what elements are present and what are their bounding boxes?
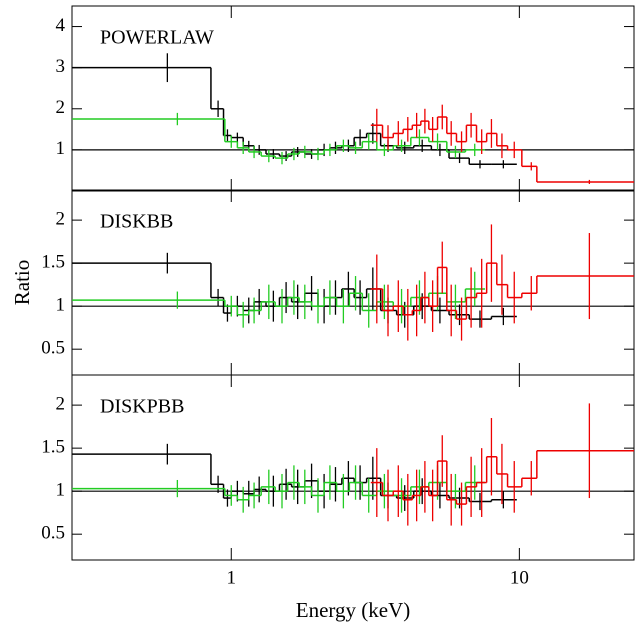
- y-tick-label: 1: [56, 138, 66, 159]
- x-axis-label: Energy (keV): [296, 598, 411, 622]
- y-axis-label: Ratio: [10, 260, 34, 306]
- x-tick-label: 10: [510, 567, 529, 588]
- panel-frame: [71, 374, 635, 561]
- panel-frame: [71, 5, 635, 192]
- y-tick-label: 2: [56, 97, 66, 118]
- y-tick-label: 1.5: [41, 436, 65, 457]
- panel-annotation: DISKBB: [100, 211, 173, 233]
- y-tick-label: 0.5: [41, 338, 65, 359]
- panel-annotation: POWERLAW: [100, 27, 214, 49]
- y-tick-label: 2: [56, 208, 66, 229]
- y-tick-label: 0.5: [41, 523, 65, 544]
- y-tick-label: 3: [56, 56, 66, 77]
- x-tick-label: 1: [227, 567, 237, 588]
- y-tick-label: 1: [56, 480, 66, 501]
- panel-annotation: DISKPBB: [100, 396, 184, 418]
- y-tick-label: 4: [56, 15, 66, 36]
- y-tick-label: 1.5: [41, 251, 65, 272]
- y-tick-label: 1: [56, 295, 66, 316]
- y-tick-label: 2: [56, 393, 66, 414]
